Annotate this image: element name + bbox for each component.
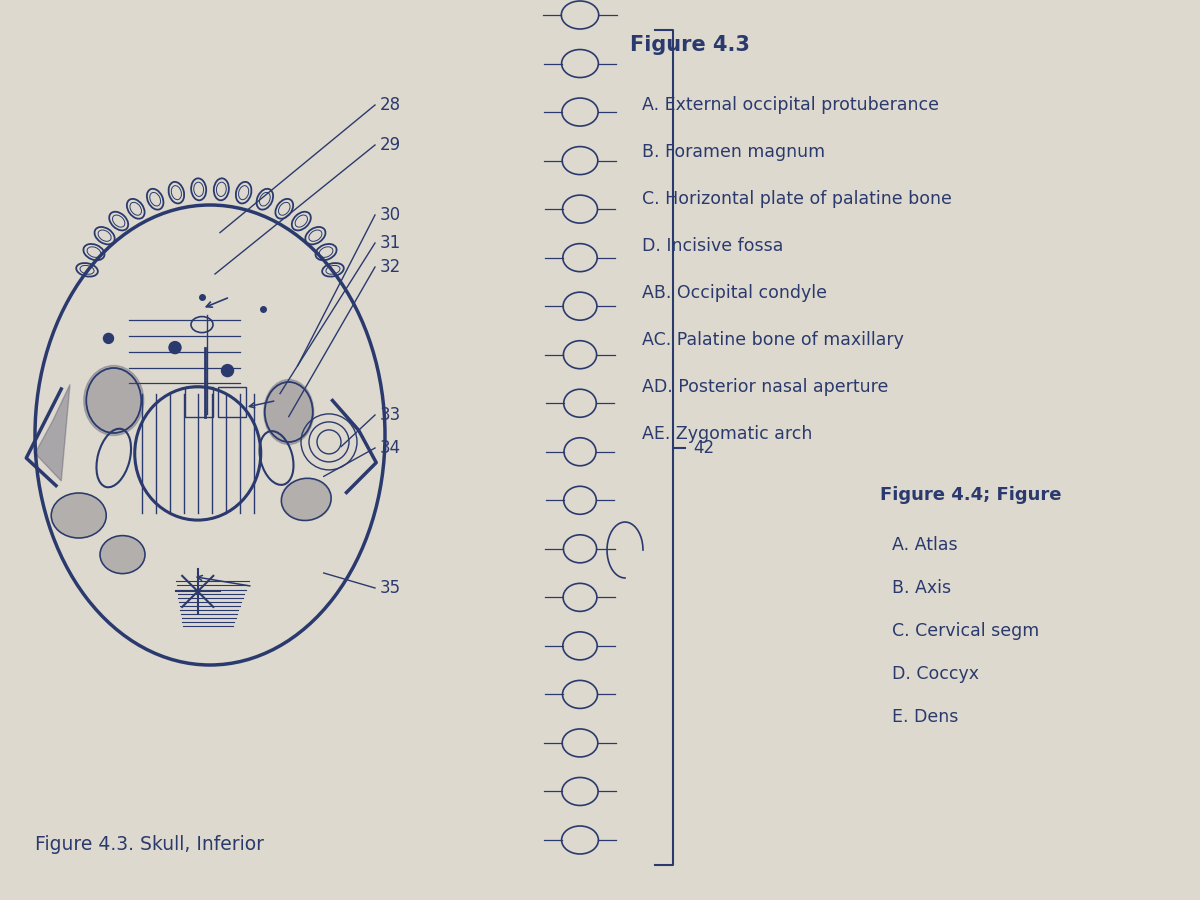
- Text: 29: 29: [380, 136, 401, 154]
- Text: 28: 28: [380, 96, 401, 114]
- Circle shape: [103, 333, 114, 344]
- Text: A. External occipital protuberance: A. External occipital protuberance: [642, 96, 940, 114]
- Bar: [218, 387, 246, 417]
- Text: Figure 4.3: Figure 4.3: [630, 35, 750, 55]
- Text: C. Horizontal plate of palatine bone: C. Horizontal plate of palatine bone: [642, 190, 952, 208]
- Text: 30: 30: [380, 206, 401, 224]
- Ellipse shape: [52, 493, 107, 538]
- Polygon shape: [35, 384, 70, 481]
- Text: D. Incisive fossa: D. Incisive fossa: [642, 237, 784, 255]
- Circle shape: [222, 364, 234, 376]
- Text: AE. Zygomatic arch: AE. Zygomatic arch: [642, 425, 812, 443]
- Text: AD. Posterior nasal aperture: AD. Posterior nasal aperture: [642, 378, 888, 396]
- Text: 42: 42: [694, 438, 714, 456]
- Ellipse shape: [84, 365, 144, 436]
- Text: D. Coccyx: D. Coccyx: [892, 665, 979, 683]
- Text: 34: 34: [380, 439, 401, 457]
- Text: 32: 32: [380, 258, 401, 276]
- Text: B. Foramen magnum: B. Foramen magnum: [642, 143, 826, 161]
- Ellipse shape: [264, 380, 313, 445]
- Text: A. Atlas: A. Atlas: [892, 536, 958, 554]
- Text: Figure 4.4; Figure: Figure 4.4; Figure: [880, 486, 1062, 504]
- Text: E. Dens: E. Dens: [892, 708, 959, 726]
- Text: 35: 35: [380, 579, 401, 597]
- Text: C. Cervical segm: C. Cervical segm: [892, 622, 1039, 640]
- Text: AB. Occipital condyle: AB. Occipital condyle: [642, 284, 827, 302]
- Text: AC. Palatine bone of maxillary: AC. Palatine bone of maxillary: [642, 331, 904, 349]
- Ellipse shape: [100, 536, 145, 573]
- Text: Figure 4.3. Skull, Inferior: Figure 4.3. Skull, Inferior: [35, 835, 264, 854]
- Circle shape: [169, 342, 181, 354]
- Text: B. Axis: B. Axis: [892, 579, 952, 597]
- Text: 33: 33: [380, 406, 401, 424]
- Ellipse shape: [281, 479, 331, 520]
- Text: 31: 31: [380, 234, 401, 252]
- Bar: [185, 387, 214, 417]
